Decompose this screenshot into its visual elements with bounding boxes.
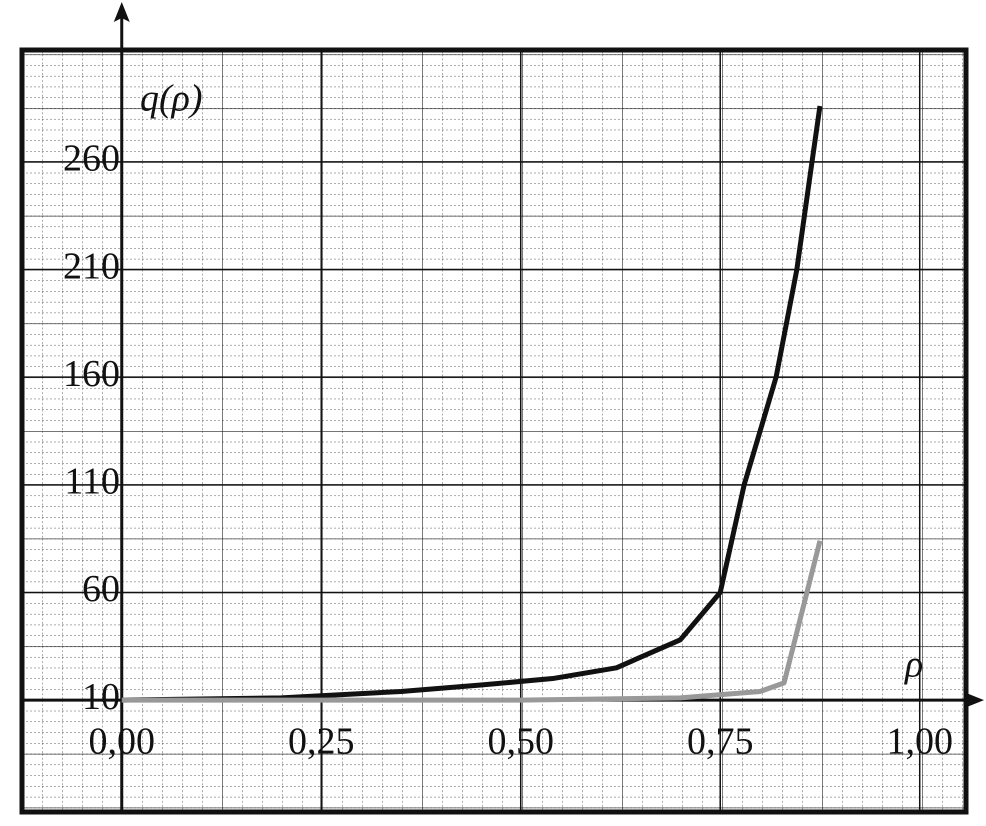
line (121, 540, 823, 703)
y-tick-label: 210 (63, 245, 120, 287)
line (121, 105, 823, 703)
x-tick-label: 0,75 (687, 721, 754, 763)
y-tick-label: 60 (82, 568, 120, 610)
y-axis-label: q(ρ) (140, 78, 203, 120)
y-tick-label: 110 (64, 461, 120, 503)
x-axis-label: ρ (904, 644, 923, 686)
x-tick-label: 0,50 (487, 721, 554, 763)
x-tick-label: 0,25 (288, 721, 355, 763)
x-axis-arrow (964, 692, 984, 709)
y-tick-label: 160 (63, 353, 120, 395)
y-tick-label: 10 (82, 676, 120, 718)
frame (19, 47, 969, 815)
y-axis-arrow (113, 2, 130, 22)
y-tick-label: 260 (63, 138, 120, 180)
x-tick-label: 1,00 (886, 721, 953, 763)
